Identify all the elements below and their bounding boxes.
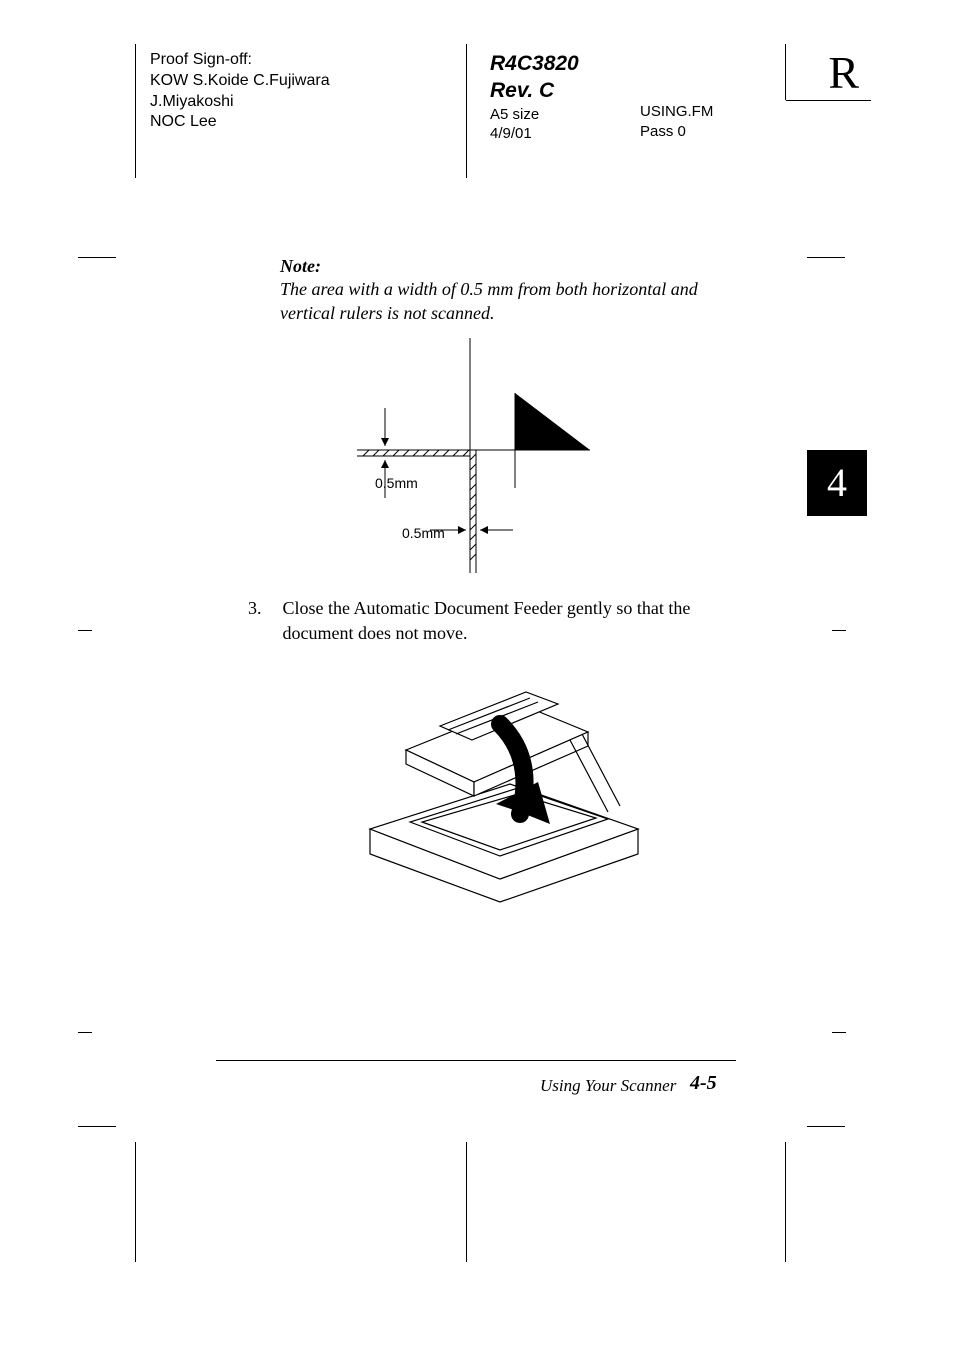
crop-mark [832,630,846,631]
rule-vertical [135,1142,136,1262]
crop-mark [78,1032,92,1033]
page: Proof Sign-off: KOW S.Koide C.Fujiwara J… [0,0,954,1351]
rule-vertical [135,44,136,178]
crop-mark [78,1126,116,1127]
crop-mark [78,257,116,258]
rule-vertical [466,44,467,178]
document-id-block: R4C3820 Rev. C A5 size 4/9/01 [490,50,579,144]
doc-size: A5 size [490,105,579,125]
diagram-label-vertical-gap: 0.5mm [375,475,418,491]
proof-line: NOC Lee [150,112,330,133]
scanner-closing-illustration [350,654,650,904]
doc-pass: Pass 0 [640,122,713,142]
note-body: The area with a width of 0.5 mm from bot… [280,277,735,326]
doc-date: 4/9/01 [490,124,579,144]
chapter-tab: 4 [807,450,867,516]
note-heading: Note: [280,256,735,277]
rule-vertical [785,44,786,100]
crop-mark [832,1032,846,1033]
crop-mark [807,1126,845,1127]
diagram-label-horizontal-gap: 0.5mm [402,525,445,541]
footer-rule [216,1060,736,1061]
crop-mark [807,257,845,258]
footer-page-number: 4-5 [690,1072,717,1095]
doc-file: USING.FM [640,102,713,122]
rule-horizontal [786,100,871,101]
footer-section-title: Using Your Scanner [540,1076,676,1096]
proof-title: Proof Sign-off: [150,50,330,71]
rule-vertical [466,1142,467,1262]
corner-letter: R [828,46,859,99]
document-meta-block: USING.FM Pass 0 [640,102,713,141]
rule-vertical [785,1142,786,1262]
doc-code: R4C3820 [490,50,579,77]
proof-line: J.Miyakoshi [150,92,330,113]
step-text: Close the Automatic Document Feeder gent… [283,596,743,646]
proof-line: KOW S.Koide C.Fujiwara [150,71,330,92]
crop-mark [78,630,92,631]
doc-revision: Rev. C [490,77,579,104]
proof-signoff-block: Proof Sign-off: KOW S.Koide C.Fujiwara J… [150,50,330,133]
note-block: Note: The area with a width of 0.5 mm fr… [280,256,735,326]
ruler-margin-diagram [345,338,595,578]
step-3: 3. Close the Automatic Document Feeder g… [248,596,748,646]
step-number: 3. [248,596,278,621]
